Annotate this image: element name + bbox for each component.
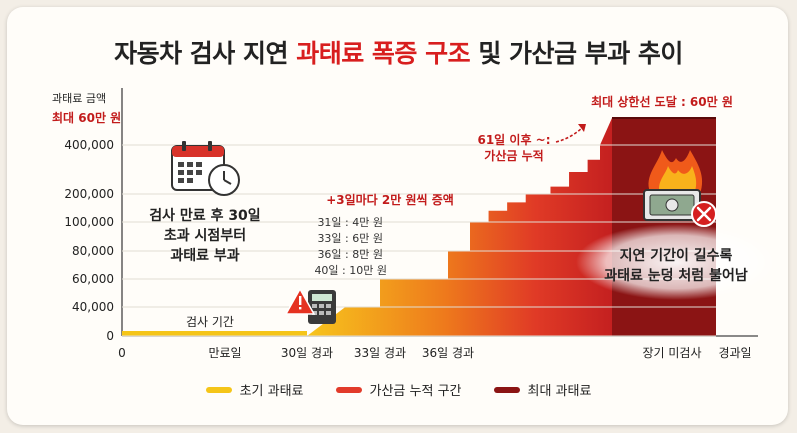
step-item-2: 33일 : 6만 원 xyxy=(317,231,383,245)
legend: 초기 과태료 가산금 누적 구간 최대 과태료 xyxy=(0,380,797,399)
after-61-arrowhead xyxy=(578,124,586,132)
title-prefix: 자동차 검사 지연 xyxy=(114,39,297,68)
y-tick-label: 400,000 xyxy=(64,138,114,152)
y-tick-label: 100,000 xyxy=(64,215,114,229)
legend-swatch-accumulate xyxy=(335,386,362,393)
y-tick-label: 40,000 xyxy=(72,300,114,314)
x-tick-label: 0 xyxy=(118,346,126,360)
warning-calculator-icon xyxy=(284,287,336,324)
legend-item-initial: 초기 과태료 xyxy=(205,380,304,399)
surcharge-staircase-area xyxy=(307,118,612,336)
note-glow xyxy=(576,224,776,300)
calendar-clock-icon xyxy=(171,141,240,196)
legend-swatch-initial xyxy=(205,386,232,393)
after-61-arrow xyxy=(555,125,585,143)
y-tick-label: 0 xyxy=(106,329,114,343)
y-axis-label: 과태료 금액 xyxy=(52,92,106,105)
step-item-4: 40일 : 10만 원 xyxy=(314,263,387,277)
legend-swatch-max xyxy=(493,386,520,393)
legend-item-max: 최대 과태료 xyxy=(493,380,592,399)
grow-note-line-1: 지연 기간이 길수록 xyxy=(620,247,733,264)
legend-item-accumulate: 가산금 누적 구간 xyxy=(335,380,462,399)
start-note-line-1: 검사 만료 후 30일 xyxy=(149,207,260,224)
x-tick-label: 장기 미검사 xyxy=(642,346,701,360)
legend-label-initial: 초기 과태료 xyxy=(239,384,304,399)
start-note-line-3: 과태료 부과 xyxy=(170,248,239,264)
x-axis-label: 경과일 xyxy=(718,346,751,360)
period-label: 검사 기간 xyxy=(186,315,234,329)
y-max-label: 최대 60만 원 xyxy=(52,110,121,125)
y-tick-label: 60,000 xyxy=(72,272,114,286)
chart-title: 자동차 검사 지연 과태료 폭증 구조 및 가산금 부과 추이 xyxy=(0,34,797,70)
x-tick-label: 33일 경과 xyxy=(354,346,406,360)
title-suffix: 및 가산금 부과 추이 xyxy=(470,39,683,68)
after-61-label-b: 가산금 누적 xyxy=(484,148,543,163)
x-tick-label: 30일 경과 xyxy=(281,346,333,360)
start-note-line-2: 초과 시점부터 xyxy=(164,227,246,244)
step-rule-label: +3일마다 2만 원씩 증액 xyxy=(326,192,454,207)
after-61-label: 61일 이후 ~: xyxy=(477,132,550,147)
grow-note-line-2: 과태료 눈덩 처럼 불어남 xyxy=(604,267,748,284)
step-item-1: 31일 : 4만 원 xyxy=(317,215,383,229)
step-item-3: 36일 : 8만 원 xyxy=(317,247,383,261)
y-tick-label: 80,000 xyxy=(72,244,114,258)
y-tick-label: 200,000 xyxy=(64,187,114,201)
legend-label-max: 최대 과태료 xyxy=(527,384,592,399)
legend-label-accumulate: 가산금 누적 구간 xyxy=(369,384,462,399)
title-highlight: 과태료 폭증 구조 xyxy=(296,39,471,68)
burning-money-icon xyxy=(643,150,717,227)
x-tick-label: 만료일 xyxy=(208,346,241,360)
max-reached-label: 최대 상한선 도달 : 60만 원 xyxy=(591,94,733,109)
initial-fine-band xyxy=(122,331,307,336)
x-tick-label: 36일 경과 xyxy=(422,346,474,360)
